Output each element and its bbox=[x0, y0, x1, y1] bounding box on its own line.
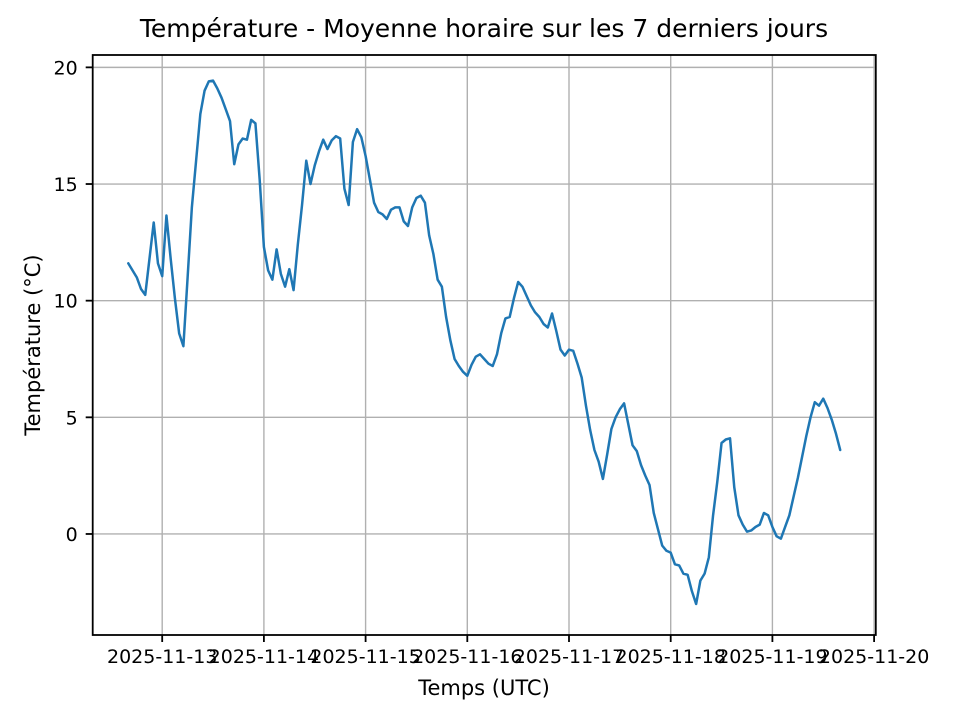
chart-title: Température - Moyenne horaire sur les 7 … bbox=[139, 14, 829, 43]
x-tick-label: 2025-11-15 bbox=[310, 646, 420, 668]
y-tick-label: 10 bbox=[54, 291, 78, 313]
x-tick-label: 2025-11-20 bbox=[819, 646, 929, 668]
x-tick-label: 2025-11-19 bbox=[717, 646, 827, 668]
x-tick-label: 2025-11-16 bbox=[412, 646, 522, 668]
y-tick-label: 20 bbox=[54, 57, 78, 79]
axes-frame bbox=[91, 54, 877, 636]
x-tick-label: 2025-11-17 bbox=[514, 646, 624, 668]
y-tick-label: 15 bbox=[54, 174, 78, 196]
x-tick-label: 2025-11-13 bbox=[107, 646, 217, 668]
x-axis-label: Temps (UTC) bbox=[418, 676, 550, 700]
y-axis-label: Température (°C) bbox=[21, 254, 45, 436]
y-tick-label: 5 bbox=[66, 407, 78, 429]
x-tick-label: 2025-11-14 bbox=[209, 646, 319, 668]
y-tick-label: 0 bbox=[66, 524, 78, 546]
x-tick-label: 2025-11-18 bbox=[615, 646, 725, 668]
temperature-line bbox=[127, 79, 842, 606]
